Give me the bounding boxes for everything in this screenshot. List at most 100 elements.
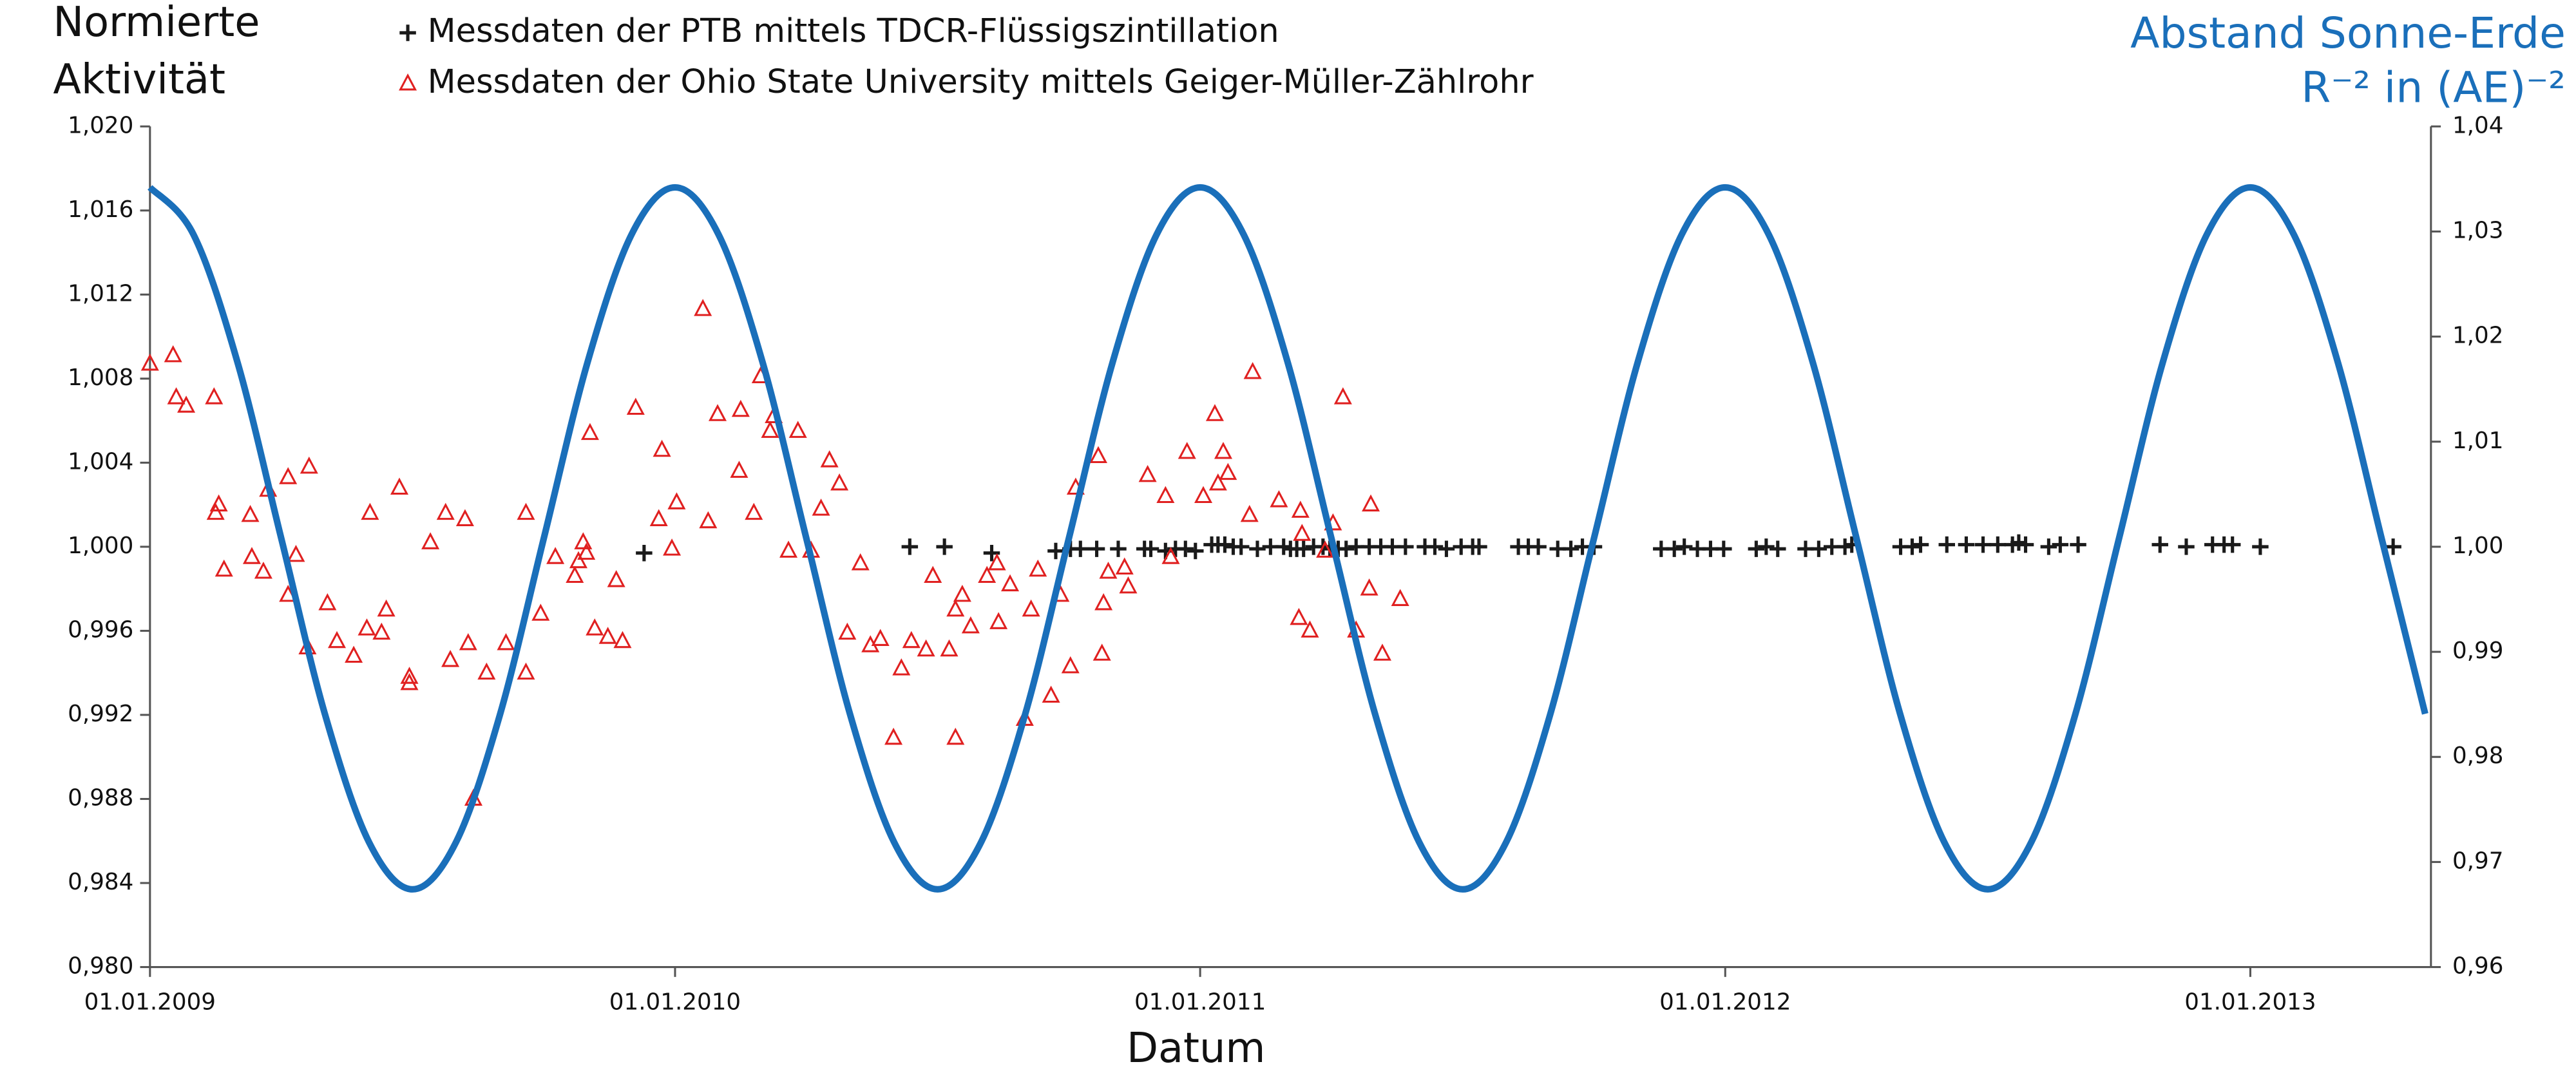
data-point xyxy=(569,551,587,569)
data-point xyxy=(517,662,535,680)
data-point xyxy=(830,473,849,491)
legend-label: Messdaten der PTB mittels TDCR-Flüssigsz… xyxy=(428,12,1279,50)
data-point xyxy=(1138,464,1157,482)
y-tick-label: 1,016 xyxy=(68,196,133,223)
data-point xyxy=(2017,536,2034,553)
x-tick-label: 01.01.2011 xyxy=(1134,989,1266,1016)
data-point xyxy=(1301,620,1319,638)
data-point xyxy=(1391,589,1409,606)
data-point xyxy=(164,345,182,363)
data-point xyxy=(1938,536,1956,553)
data-point xyxy=(390,477,409,495)
data-point xyxy=(586,618,604,636)
data-point xyxy=(1715,540,1732,557)
data-point xyxy=(607,570,625,587)
data-point xyxy=(1216,536,1234,553)
data-point xyxy=(1770,540,1786,557)
data-point xyxy=(1989,536,2007,553)
data-point xyxy=(531,603,550,621)
data-point xyxy=(1974,536,1992,553)
data-point xyxy=(1178,442,1196,459)
data-point xyxy=(400,673,419,690)
y-tick-label: 0,988 xyxy=(68,784,133,811)
data-point xyxy=(1333,387,1352,404)
y2-tick-label: 1,02 xyxy=(2452,323,2503,349)
data-point xyxy=(1232,538,1250,555)
data-point xyxy=(1912,536,1929,553)
data-point xyxy=(2178,538,2195,555)
data-point xyxy=(1047,542,1064,560)
data-point xyxy=(730,460,749,478)
data-point xyxy=(254,562,272,579)
data-point xyxy=(663,538,682,556)
data-point xyxy=(205,387,224,404)
y-axis-title: Normierte xyxy=(53,0,260,46)
data-point xyxy=(745,502,763,520)
data-point xyxy=(779,540,798,558)
data-point xyxy=(215,559,233,577)
y2-tick-label: 0,99 xyxy=(2452,638,2503,664)
legend-label: Messdaten der Ohio State University mitt… xyxy=(428,63,1534,101)
data-point xyxy=(946,727,965,745)
data-point xyxy=(441,650,460,667)
data-point xyxy=(626,397,645,415)
data-point xyxy=(1029,559,1047,577)
y-tick-label: 1,012 xyxy=(68,280,133,307)
data-point xyxy=(1362,494,1380,512)
data-point xyxy=(1270,490,1288,508)
data-point xyxy=(1089,446,1107,464)
data-point xyxy=(167,387,186,404)
data-point xyxy=(1187,542,1204,560)
data-point xyxy=(1243,362,1262,379)
data-point xyxy=(667,492,686,509)
data-point xyxy=(1022,599,1040,617)
data-point xyxy=(987,553,1006,571)
data-point xyxy=(287,544,305,562)
data-point xyxy=(1092,643,1111,661)
data-point xyxy=(1438,540,1455,557)
data-point xyxy=(1295,540,1312,557)
data-point xyxy=(436,502,455,520)
data-point xyxy=(936,538,953,555)
data-point xyxy=(2224,536,2241,553)
data-point xyxy=(497,633,515,650)
y2-tick-label: 0,96 xyxy=(2452,953,2503,980)
data-point xyxy=(1373,643,1391,661)
data-point xyxy=(1061,656,1080,674)
data-point xyxy=(636,544,653,562)
data-point xyxy=(1205,404,1224,421)
data-point xyxy=(1042,685,1060,703)
y2-tick-label: 1,03 xyxy=(2452,217,2503,243)
legend-marker xyxy=(399,73,417,91)
data-point xyxy=(1214,442,1232,459)
y-tick-label: 0,992 xyxy=(68,701,133,727)
data-point xyxy=(788,421,807,438)
data-point xyxy=(546,547,565,564)
data-point xyxy=(2252,538,2269,555)
data-point xyxy=(577,542,596,560)
y-tick-label: 1,004 xyxy=(68,448,133,475)
data-point xyxy=(206,502,225,520)
data-point xyxy=(884,727,903,745)
data-point xyxy=(1958,536,1975,553)
data-point xyxy=(1249,540,1266,557)
data-point xyxy=(694,299,712,316)
data-point xyxy=(580,422,599,441)
x-tick-label: 01.01.2010 xyxy=(609,989,741,1016)
data-point xyxy=(838,622,857,640)
data-point xyxy=(1337,540,1355,557)
distance-curve xyxy=(148,184,2428,893)
y2-axis-title: R⁻² in (AE)⁻² xyxy=(2301,62,2566,112)
data-point xyxy=(372,622,391,640)
data-point xyxy=(1001,574,1020,592)
data-point xyxy=(598,627,617,644)
data-point xyxy=(1360,578,1379,596)
data-point xyxy=(1110,540,1127,557)
data-point xyxy=(455,509,474,526)
y-tick-label: 0,980 xyxy=(68,953,133,980)
data-point xyxy=(2385,538,2401,555)
y2-axis-title: Abstand Sonne-Erde xyxy=(2130,8,2566,58)
x-tick-label: 01.01.2012 xyxy=(1659,989,1791,1016)
data-point xyxy=(1562,540,1579,557)
data-point xyxy=(1291,500,1310,518)
